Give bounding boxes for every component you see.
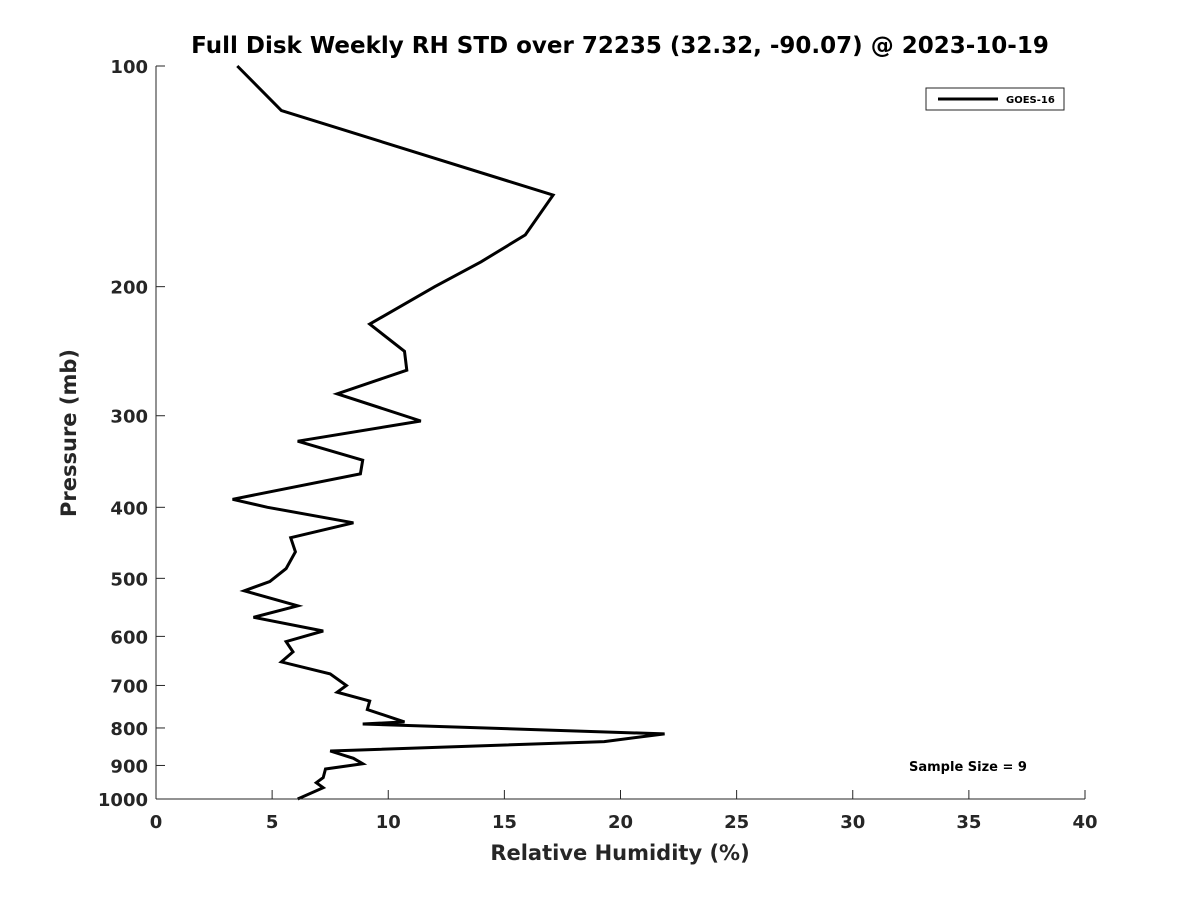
legend: GOES-16 [925, 87, 1065, 111]
x-tick-label: 30 [840, 812, 865, 833]
legend-label-goes-16: GOES-16 [1006, 95, 1055, 106]
series-line-goes-16 [232, 64, 665, 801]
x-tick-label: 5 [266, 812, 279, 833]
x-tick-label: 15 [492, 812, 517, 833]
y-tick-label: 700 [110, 676, 148, 697]
y-tick-label: 800 [110, 719, 148, 740]
x-tick-label: 20 [608, 812, 633, 833]
x-axis-title: Relative Humidity (%) [490, 841, 749, 865]
x-tick-label: 0 [150, 812, 163, 833]
y-tick-label: 400 [110, 498, 148, 519]
y-tick-label: 1000 [98, 790, 148, 811]
sample-size-annotation: Sample Size = 9 [909, 760, 1027, 775]
x-axis-ticks: 0 5 10 15 20 25 30 35 40 [150, 790, 1098, 833]
chart-title: Full Disk Weekly RH STD over 72235 (32.3… [191, 33, 1049, 59]
x-tick-label: 25 [724, 812, 749, 833]
plot-area: 0 5 10 15 20 25 30 35 40 100 200 300 400 500 600 700 80… [98, 57, 1098, 833]
x-tick-label: 40 [1072, 812, 1097, 833]
y-tick-label: 900 [110, 756, 148, 777]
y-tick-label: 100 [110, 57, 148, 78]
y-tick-label: 200 [110, 278, 148, 299]
y-axis-title: Pressure (mb) [57, 349, 81, 517]
x-tick-label: 35 [956, 812, 981, 833]
y-tick-label: 500 [110, 569, 148, 590]
y-axis-ticks: 100 200 300 400 500 600 700 800 900 1000 [98, 57, 165, 811]
y-tick-label: 300 [110, 407, 148, 428]
y-tick-label: 600 [110, 627, 148, 648]
x-tick-label: 10 [376, 812, 401, 833]
